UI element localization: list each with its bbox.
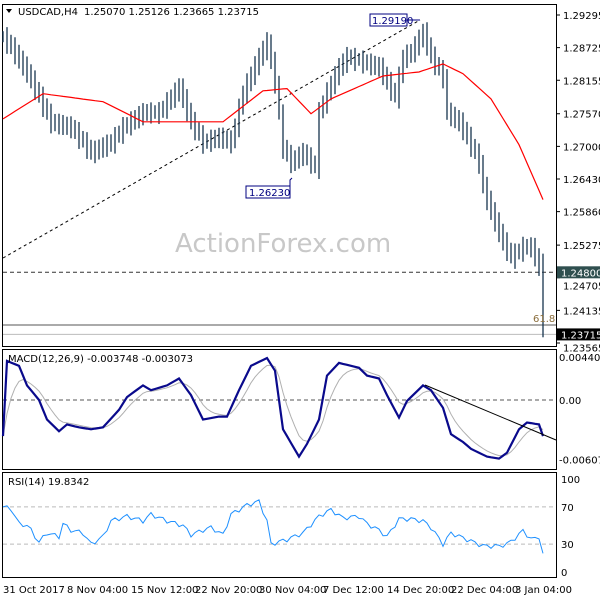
rsi-title: RSI(14) 19.8342 <box>8 477 89 488</box>
rsi-tick-label: 100 <box>561 475 580 486</box>
rsi-line <box>2 499 544 554</box>
high-label-box <box>369 13 408 27</box>
symbol-label: USDCAD,H4 <box>18 7 78 18</box>
y-tick-label: 1.29295 <box>563 11 600 22</box>
macd-tick-label: -0.006076 <box>559 455 600 466</box>
watermark: ActionForex.com <box>175 229 391 259</box>
macd-panel <box>2 349 557 470</box>
price-label-box <box>557 328 600 341</box>
low-label-box <box>245 185 291 199</box>
y-tick-label: 1.28155 <box>563 76 600 87</box>
y-tick-label: 1.26430 <box>563 175 600 186</box>
rsi-panel <box>2 472 557 578</box>
fib-label: 61.8 <box>533 314 555 325</box>
macd-tick-label: 0.00 <box>559 396 581 407</box>
moving-average-line <box>2 63 544 200</box>
y-tick-label: 1.25860 <box>563 208 600 219</box>
x-tick-label: 14 Dec 20:00 <box>387 585 454 596</box>
level-label-box <box>557 266 600 279</box>
x-tick-label: 15 Nov 12:00 <box>131 585 198 596</box>
x-tick-label: 30 Nov 04:00 <box>259 585 326 596</box>
macd-title: MACD(12,26,9) -0.003748 -0.003073 <box>8 354 193 365</box>
rsi-tick-label: 30 <box>561 540 574 551</box>
y-tick-label: 1.24705 <box>563 281 600 292</box>
ohlc-values: 1.25070 1.25126 1.23665 1.23715 <box>84 7 259 18</box>
high-label: 1.29190 <box>372 16 413 27</box>
macd-tick-label: 0.004403 <box>559 353 600 364</box>
rsi-tick-label: 70 <box>561 503 574 514</box>
x-tick-label: 8 Nov 04:00 <box>67 585 128 596</box>
rsi-tick-label: 0 <box>561 568 567 579</box>
price-label: 1.23715 <box>561 330 600 341</box>
y-tick-label: 1.27000 <box>563 142 600 153</box>
x-tick-label: 22 Dec 04:00 <box>451 585 518 596</box>
x-tick-label: 7 Dec 12:00 <box>323 585 384 596</box>
y-tick-label: 1.27570 <box>563 110 600 121</box>
y-tick-label: 1.28725 <box>563 44 600 55</box>
x-tick-label: 22 Nov 20:00 <box>195 585 262 596</box>
collapse-triangle-icon[interactable] <box>6 9 12 13</box>
macd-line <box>1 356 545 460</box>
x-tick-label: 31 Oct 2017 <box>3 585 65 596</box>
x-tick-label: 3 Jan 04:00 <box>515 585 572 596</box>
level-label: 1.24800 <box>561 268 600 279</box>
macd-trendline <box>424 384 557 441</box>
y-tick-label: 1.24135 <box>563 306 600 317</box>
main-panel <box>2 4 557 347</box>
low-label: 1.26230 <box>249 188 290 199</box>
y-tick-label: 1.25275 <box>563 241 600 252</box>
y-tick-label: 1.23565 <box>563 343 600 354</box>
